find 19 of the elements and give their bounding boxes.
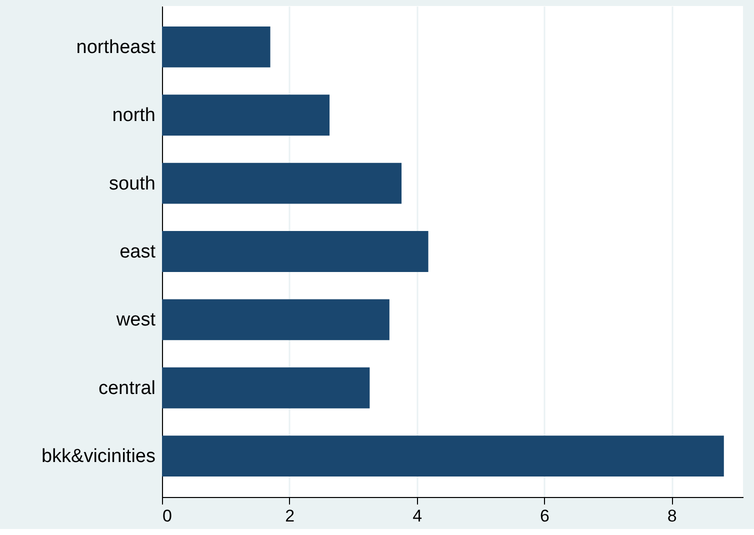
x-tick-label: 6 <box>540 506 550 526</box>
y-tick-label: northeast <box>76 36 156 58</box>
y-tick-label: central <box>98 378 156 399</box>
bar <box>162 162 402 204</box>
y-tick-label: west <box>115 310 156 331</box>
bar <box>162 26 270 68</box>
bar <box>162 367 370 408</box>
bar <box>162 436 724 477</box>
bar <box>162 231 428 272</box>
x-tick-label: 2 <box>285 506 295 526</box>
y-tick-label: south <box>109 173 156 194</box>
bar <box>162 299 390 340</box>
x-tick-label: 8 <box>667 506 677 526</box>
y-tick-label: bkk&vicinities <box>41 446 156 468</box>
y-tick-label: north <box>112 105 156 126</box>
bar <box>162 94 330 136</box>
y-tick-label: east <box>120 242 156 262</box>
x-tick-label: 4 <box>412 506 422 526</box>
x-tick-label: 0 <box>162 506 172 526</box>
